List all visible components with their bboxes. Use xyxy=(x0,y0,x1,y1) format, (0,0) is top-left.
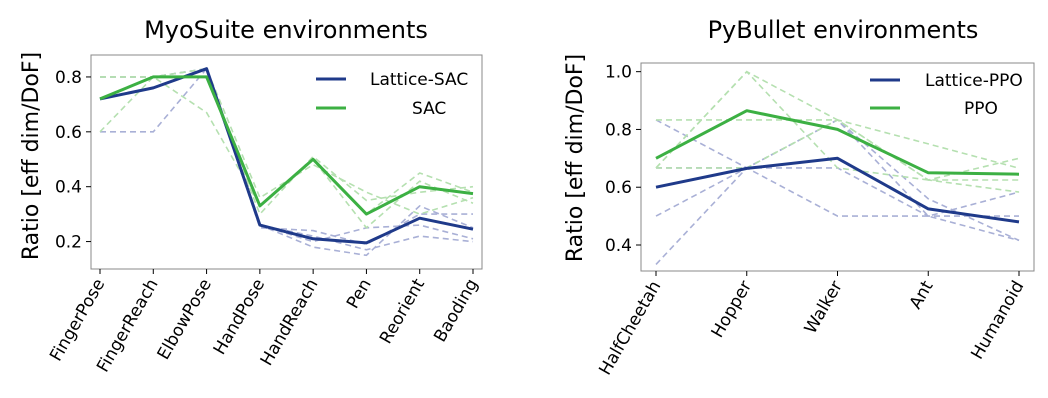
chart-title: PyBullet environments xyxy=(708,16,979,44)
legend-label-0: Lattice-PPO xyxy=(925,71,1023,91)
x-tick-label: Hopper xyxy=(708,277,756,341)
seed-line-0 xyxy=(100,67,474,257)
y-axis-label: Ratio [eff dim/DoF] xyxy=(19,52,44,260)
seed-line-4 xyxy=(99,75,474,216)
myosuite-panel: MyoSuite environments Ratio [eff dim/DoF… xyxy=(19,16,483,376)
y-axis-label: Ratio [eff dim/DoF] xyxy=(563,54,588,262)
legend: Lattice-PPO PPO xyxy=(870,71,1023,119)
seed-line-2 xyxy=(655,166,1020,217)
x-tick-label: HalfCheetah xyxy=(595,278,665,379)
plot-frame xyxy=(90,54,483,270)
pybullet-panel: PyBullet environments Ratio [eff dim/DoF… xyxy=(563,16,1035,379)
chart-title: MyoSuite environments xyxy=(144,16,428,44)
x-tick-label: FingerPose xyxy=(46,276,109,365)
x-tick-label: ElbowPose xyxy=(154,276,216,364)
x-tick-label: Pen xyxy=(343,276,376,313)
legend-label-1: PPO xyxy=(964,99,998,119)
legend: Lattice-SAC SAC xyxy=(316,70,468,119)
x-tick-label: Walker xyxy=(801,278,847,338)
main-lines xyxy=(655,109,1020,224)
seed-line-5 xyxy=(99,76,474,216)
series-line-lattice-ppo xyxy=(655,156,1020,224)
series-line-sac xyxy=(99,75,474,216)
x-tick-label: Ant xyxy=(906,277,938,312)
seed-line-6 xyxy=(100,67,474,215)
legend-label-0: Lattice-SAC xyxy=(370,70,468,90)
series-line-ppo xyxy=(655,109,1020,176)
x-tick-label: Humanoid xyxy=(967,278,1028,364)
seed-line-6 xyxy=(655,70,1019,181)
x-ticks: FingerPoseFingerReachElbowPoseHandPoseHa… xyxy=(46,269,482,376)
y-tick-label: 0.6 xyxy=(605,178,632,198)
y-tick-label: 0.8 xyxy=(605,120,632,140)
seed-line-3 xyxy=(655,118,1020,265)
y-tick-label: 0.6 xyxy=(55,123,82,143)
y-ticks: 0.4 0.6 0.8 1.0 xyxy=(605,63,641,256)
x-tick-label: Reorient xyxy=(376,275,429,347)
y-tick-label: 0.4 xyxy=(55,178,82,198)
x-ticks: HalfCheetah Hopper Walker Ant Humanoid xyxy=(595,271,1028,379)
series-line-lattice-sac xyxy=(99,67,474,245)
x-tick-label: HandPose xyxy=(210,276,269,359)
y-tick-label: 0.8 xyxy=(55,68,82,88)
y-ticks: 0.2 0.4 0.6 0.8 xyxy=(55,68,91,253)
seed-line-7 xyxy=(656,119,1020,169)
main-lines xyxy=(99,67,474,245)
y-tick-label: 0.4 xyxy=(605,236,632,256)
seed-line-3 xyxy=(100,67,474,251)
legend-label-1: SAC xyxy=(412,99,446,119)
faint-lines xyxy=(99,67,474,257)
x-tick-label: Baoding xyxy=(430,276,482,346)
y-tick-label: 1.0 xyxy=(605,63,632,83)
y-tick-label: 0.2 xyxy=(55,233,82,253)
